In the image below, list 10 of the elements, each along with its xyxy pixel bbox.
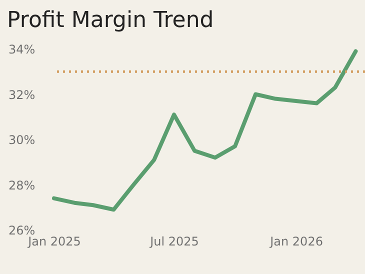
- x-tick-label: Jan 2025: [27, 234, 81, 248]
- chart-title: Profit Margin Trend: [7, 8, 214, 33]
- x-tick-label: Jul 2025: [149, 234, 199, 248]
- y-tick-label: 32%: [8, 88, 36, 102]
- y-tick-label: 34%: [8, 42, 36, 56]
- y-tick-label: 30%: [8, 133, 36, 147]
- line-series: [52, 49, 358, 212]
- y-tick-label: 28%: [8, 178, 36, 192]
- y-tick-label: 26%: [8, 224, 36, 238]
- x-tick-label: Jan 2026: [269, 234, 323, 248]
